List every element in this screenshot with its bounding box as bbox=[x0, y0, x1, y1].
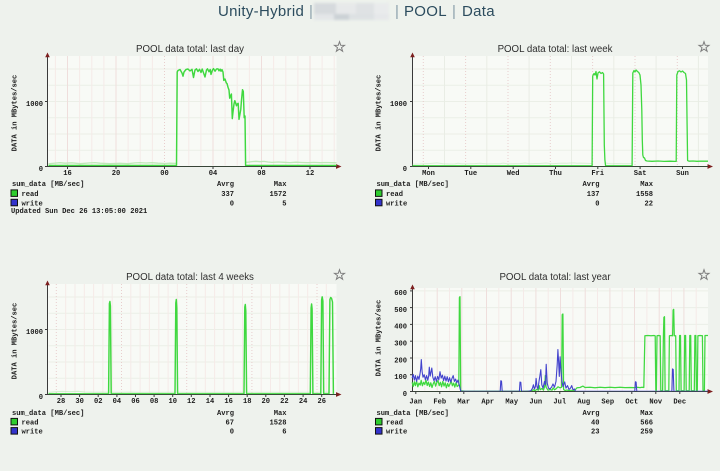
svg-text:1528: 1528 bbox=[269, 419, 286, 427]
svg-text:Sep: Sep bbox=[601, 399, 614, 407]
svg-text:Feb: Feb bbox=[433, 399, 446, 407]
svg-text:POOL data total: last day: POOL data total: last day bbox=[136, 44, 244, 55]
svg-text:259: 259 bbox=[640, 429, 653, 437]
svg-text:400: 400 bbox=[394, 324, 407, 332]
svg-text:600: 600 bbox=[394, 290, 407, 298]
svg-text:200: 200 bbox=[394, 357, 407, 365]
svg-text:sum_data [MB/sec]: sum_data [MB/sec] bbox=[377, 181, 449, 189]
svg-text:0: 0 bbox=[595, 200, 599, 208]
svg-text:22: 22 bbox=[644, 200, 653, 208]
svg-text:write: write bbox=[22, 429, 43, 437]
svg-text:Dec: Dec bbox=[673, 399, 686, 407]
svg-text:12: 12 bbox=[306, 170, 315, 178]
svg-text:137: 137 bbox=[587, 191, 600, 199]
svg-text:100: 100 bbox=[394, 374, 407, 382]
svg-text:1000: 1000 bbox=[26, 329, 43, 337]
svg-text:write: write bbox=[386, 429, 407, 437]
svg-text:04: 04 bbox=[113, 398, 122, 406]
svg-text:write: write bbox=[386, 200, 407, 208]
svg-text:Nov: Nov bbox=[649, 399, 663, 407]
svg-text:Updated Sun Dec 26 13:05:00 20: Updated Sun Dec 26 13:05:00 2021 bbox=[11, 208, 147, 216]
svg-text:May: May bbox=[505, 399, 519, 407]
svg-text:Jul: Jul bbox=[553, 399, 566, 407]
svg-text:02: 02 bbox=[94, 398, 103, 406]
svg-text:300: 300 bbox=[394, 341, 407, 349]
svg-text:Aug: Aug bbox=[577, 399, 590, 407]
svg-text:sum_data [MB/sec]: sum_data [MB/sec] bbox=[12, 181, 84, 189]
svg-text:Max: Max bbox=[640, 181, 654, 189]
svg-text:POOL data total: last 4 weeks: POOL data total: last 4 weeks bbox=[126, 272, 254, 283]
svg-text:16: 16 bbox=[224, 398, 233, 406]
svg-text:Apr: Apr bbox=[481, 399, 494, 407]
svg-text:read: read bbox=[386, 419, 403, 427]
svg-text:read: read bbox=[386, 191, 403, 199]
svg-text:1000: 1000 bbox=[390, 101, 407, 109]
svg-text:0: 0 bbox=[230, 429, 234, 437]
svg-text:24: 24 bbox=[299, 398, 308, 406]
svg-text:Sat: Sat bbox=[634, 170, 647, 178]
svg-text:Max: Max bbox=[274, 410, 288, 418]
svg-text:40: 40 bbox=[591, 419, 600, 427]
svg-text:POOL data total: last year: POOL data total: last year bbox=[499, 272, 611, 283]
svg-text:500: 500 bbox=[394, 307, 407, 315]
svg-text:18: 18 bbox=[243, 398, 252, 406]
svg-text:04: 04 bbox=[209, 170, 218, 178]
svg-text:DATA in MBytes/sec: DATA in MBytes/sec bbox=[376, 75, 384, 152]
svg-text:DATA in MBytes/sec: DATA in MBytes/sec bbox=[12, 75, 20, 152]
svg-text:08: 08 bbox=[150, 398, 159, 406]
svg-text:sum_data [MB/sec]: sum_data [MB/sec] bbox=[12, 410, 84, 418]
svg-text:14: 14 bbox=[206, 398, 215, 406]
svg-text:30: 30 bbox=[75, 398, 84, 406]
svg-text:67: 67 bbox=[225, 419, 234, 427]
svg-text:Wed: Wed bbox=[507, 170, 520, 178]
svg-text:12: 12 bbox=[187, 398, 196, 406]
svg-text:20: 20 bbox=[112, 170, 121, 178]
svg-text:Tue: Tue bbox=[464, 170, 477, 178]
svg-text:0: 0 bbox=[39, 394, 43, 402]
svg-text:23: 23 bbox=[591, 429, 600, 437]
svg-text:Sun: Sun bbox=[676, 170, 689, 178]
svg-text:DATA in MBytes/sec: DATA in MBytes/sec bbox=[12, 303, 20, 380]
svg-text:Oct: Oct bbox=[625, 399, 638, 407]
svg-text:337: 337 bbox=[221, 191, 234, 199]
svg-text:22: 22 bbox=[280, 398, 289, 406]
svg-text:10: 10 bbox=[168, 398, 177, 406]
svg-text:26: 26 bbox=[317, 398, 326, 406]
svg-text:1558: 1558 bbox=[636, 191, 653, 199]
svg-text:0: 0 bbox=[39, 166, 43, 174]
svg-text:5: 5 bbox=[282, 200, 286, 208]
svg-text:POOL data total: last week: POOL data total: last week bbox=[498, 44, 613, 55]
svg-text:read: read bbox=[22, 419, 39, 427]
svg-text:Jun: Jun bbox=[529, 399, 542, 407]
svg-text:0: 0 bbox=[403, 391, 407, 399]
svg-text:Avrg: Avrg bbox=[217, 410, 234, 418]
svg-text:28: 28 bbox=[57, 398, 66, 406]
svg-text:read: read bbox=[22, 191, 39, 199]
svg-text:0: 0 bbox=[230, 200, 234, 208]
svg-text:1000: 1000 bbox=[26, 101, 43, 109]
svg-text:20: 20 bbox=[262, 398, 271, 406]
svg-text:Avrg: Avrg bbox=[582, 410, 599, 418]
svg-text:Max: Max bbox=[274, 181, 288, 189]
svg-text:Avrg: Avrg bbox=[582, 181, 599, 189]
svg-text:Fri: Fri bbox=[591, 170, 604, 178]
svg-text:DATA in MBytes/sec: DATA in MBytes/sec bbox=[376, 300, 384, 377]
svg-text:Thu: Thu bbox=[549, 170, 562, 178]
svg-text:Jan: Jan bbox=[409, 399, 422, 407]
svg-text:16: 16 bbox=[63, 170, 72, 178]
svg-text:write: write bbox=[22, 200, 43, 208]
svg-text:00: 00 bbox=[160, 170, 169, 178]
svg-text:Mar: Mar bbox=[457, 399, 470, 407]
svg-text:566: 566 bbox=[640, 419, 653, 427]
svg-text:Avrg: Avrg bbox=[217, 181, 234, 189]
svg-text:06: 06 bbox=[131, 398, 140, 406]
svg-text:6: 6 bbox=[282, 429, 286, 437]
svg-text:sum_data [MB/sec]: sum_data [MB/sec] bbox=[377, 410, 449, 418]
svg-text:Max: Max bbox=[640, 410, 654, 418]
svg-text:08: 08 bbox=[257, 170, 266, 178]
svg-text:Mon: Mon bbox=[422, 170, 435, 178]
svg-text:1572: 1572 bbox=[269, 191, 286, 199]
svg-text:0: 0 bbox=[403, 166, 407, 174]
